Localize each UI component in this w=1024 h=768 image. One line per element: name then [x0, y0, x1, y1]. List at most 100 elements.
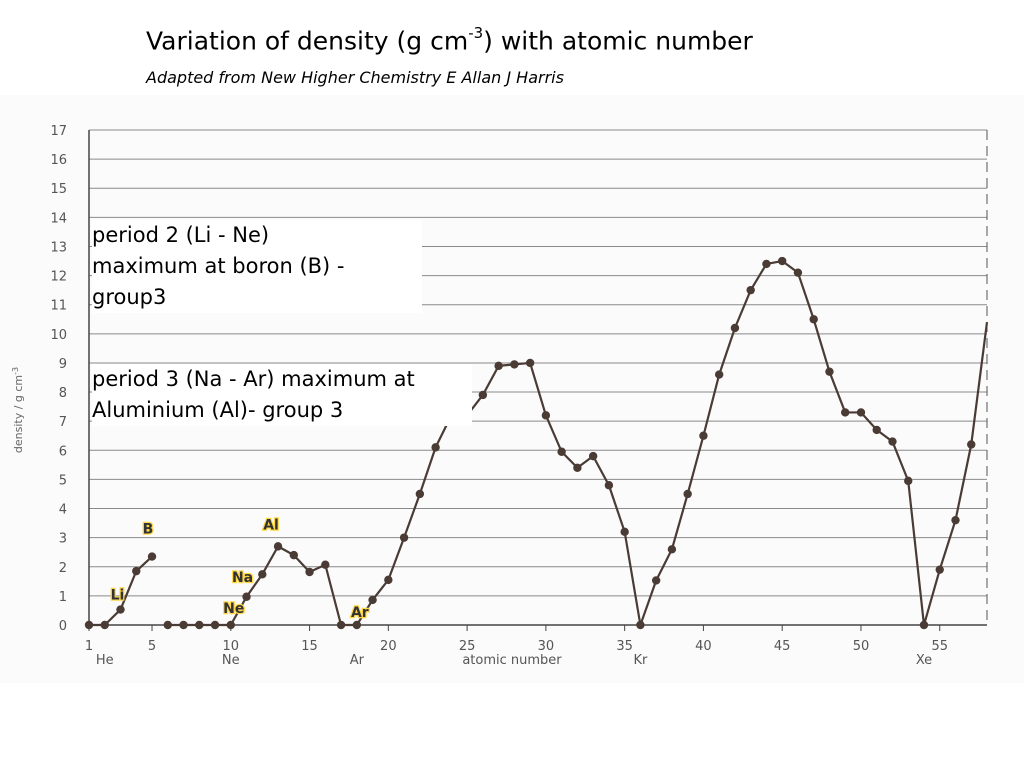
element-tick-label: He	[96, 653, 114, 668]
data-point	[904, 476, 913, 486]
data-point	[967, 440, 976, 449]
data-point	[226, 620, 235, 630]
annotation-line: maximum at boron (B) -	[92, 254, 345, 278]
data-point	[242, 592, 251, 601]
annotation-line: group3	[92, 285, 167, 309]
axes	[88, 130, 988, 631]
data-point	[352, 620, 362, 630]
x-tick-label: 45	[774, 639, 791, 654]
x-tick-label: 55	[931, 639, 948, 654]
data-point	[321, 560, 330, 569]
y-tick-label: 9	[59, 357, 67, 372]
title-text-end: ) with atomic number	[483, 26, 753, 56]
data-point	[588, 451, 598, 461]
point-label: Li	[111, 588, 125, 604]
y-tick-label: 0	[59, 619, 67, 634]
data-point	[573, 463, 582, 472]
data-point	[431, 443, 440, 452]
y-tick-label: 3	[59, 532, 67, 547]
x-tick-label: 30	[538, 639, 555, 654]
data-point	[762, 259, 771, 269]
data-point	[195, 620, 204, 630]
data-point	[683, 489, 692, 499]
data-point	[951, 515, 960, 525]
data-point	[163, 620, 172, 630]
density-line	[167, 259, 989, 627]
x-tick-label: 5	[148, 639, 156, 654]
data-point	[841, 408, 850, 417]
data-point	[777, 256, 787, 266]
data-point	[919, 620, 929, 630]
grid-lines	[89, 129, 987, 597]
data-point	[714, 370, 724, 379]
y-tick-label: 12	[50, 270, 67, 285]
data-point	[305, 567, 314, 577]
y-tick-label: 13	[50, 240, 67, 255]
data-point	[525, 358, 535, 368]
data-point	[258, 570, 267, 579]
y-tick-label: 7	[59, 415, 67, 430]
annotation-line: Aluminium (Al)- group 3	[92, 398, 344, 422]
x-tick-label: 15	[301, 639, 318, 654]
data-point	[399, 533, 409, 542]
y-tick-label: 16	[50, 153, 67, 168]
data-point	[384, 575, 393, 585]
y-tick-label: 2	[59, 561, 67, 576]
data-point	[147, 552, 157, 561]
x-tick-label: 50	[853, 639, 870, 654]
title-superscript: -3	[468, 24, 484, 42]
y-axis-title: density / g cm-3	[11, 367, 26, 453]
data-point	[872, 425, 881, 435]
data-point	[636, 620, 645, 630]
data-point	[132, 566, 141, 576]
y-tick-label: 8	[59, 386, 67, 401]
data-point	[746, 285, 755, 295]
data-point	[809, 315, 818, 324]
data-point	[667, 545, 677, 554]
annotation-period-2: period 2 (Li - Ne) maximum at boron (B) …	[92, 220, 422, 313]
y-tick-label: 5	[59, 473, 67, 488]
data-point	[84, 620, 94, 630]
data-point	[179, 620, 188, 630]
data-point	[273, 542, 283, 551]
data-point	[100, 620, 109, 630]
point-label: Ne	[223, 601, 244, 617]
point-label: Ar	[351, 605, 369, 621]
element-tick-label: Xe	[916, 653, 932, 668]
data-point	[935, 565, 944, 574]
data-point	[856, 408, 866, 417]
y-tick-label: 17	[50, 124, 67, 139]
data-point	[368, 595, 377, 605]
element-tick-label: Ar	[350, 653, 365, 668]
x-tick-label: 35	[616, 639, 633, 654]
data-point	[604, 481, 614, 490]
data-point	[620, 527, 629, 537]
page-title: Variation of density (g cm-3) with atomi…	[146, 24, 753, 56]
data-point	[510, 360, 519, 369]
annotation-line: period 2 (Li - Ne)	[92, 223, 270, 247]
data-point	[730, 323, 740, 333]
data-point	[494, 361, 503, 371]
y-tick-label: 1	[59, 590, 67, 605]
data-point	[336, 620, 346, 630]
y-tick-label: 14	[50, 211, 67, 226]
y-tick-label: 10	[50, 328, 67, 343]
x-tick-label: 20	[380, 639, 397, 654]
data-point	[541, 411, 551, 420]
x-tick-label: 25	[459, 639, 476, 654]
y-tick-label: 15	[50, 182, 67, 197]
element-tick-label: Kr	[633, 653, 648, 668]
data-point	[116, 605, 125, 614]
data-point	[793, 268, 803, 277]
annotation-line: period 3 (Na - Ar) maximum at	[92, 367, 415, 391]
title-text: Variation of density (g cm	[146, 26, 469, 56]
data-point	[888, 437, 897, 446]
data-point	[651, 576, 661, 585]
x-tick-label: 40	[695, 639, 712, 654]
x-axis-title: atomic number	[462, 653, 562, 668]
point-label: Na	[232, 570, 253, 586]
data-point	[825, 367, 834, 376]
chart-area: 0 1 2 3 4 5 6 7 8 9 10 11 12 13 14 15 16 17 density / g cm…	[0, 95, 1024, 683]
point-label: B	[143, 522, 154, 538]
data-point	[478, 390, 488, 400]
